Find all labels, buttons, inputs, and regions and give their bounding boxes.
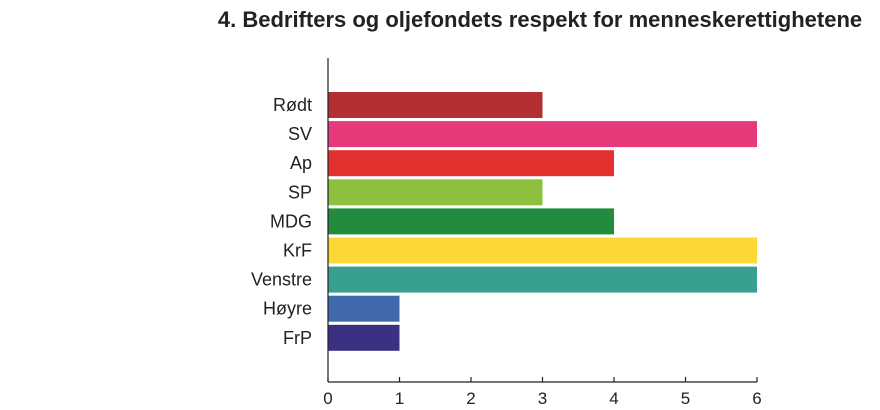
bar-2 <box>328 150 614 177</box>
x-tick-label-0: 0 <box>323 389 332 408</box>
x-tick-label-3: 3 <box>538 389 547 408</box>
x-tick-label-1: 1 <box>395 389 404 408</box>
axes-group: 0 1 2 3 4 5 6 <box>323 58 762 408</box>
category-label-3: SP <box>288 182 312 202</box>
category-label-1: SV <box>288 124 312 144</box>
category-label-8: FrP <box>283 328 312 348</box>
x-tick-label-4: 4 <box>609 389 618 408</box>
category-label-4: MDG <box>270 211 312 231</box>
category-label-7: Høyre <box>263 299 312 319</box>
category-label-0: Rødt <box>273 95 312 115</box>
x-tick-label-2: 2 <box>466 389 475 408</box>
category-label-5: KrF <box>283 241 312 261</box>
bar-6 <box>328 266 757 293</box>
bar-5 <box>328 237 757 264</box>
chart-title: 4. Bedrifters og oljefondets respekt for… <box>218 7 862 32</box>
bars-group <box>328 92 757 351</box>
category-label-2: Ap <box>290 153 312 173</box>
x-tick-label-5: 5 <box>681 389 690 408</box>
bar-0 <box>328 92 543 118</box>
category-labels: Rødt SV Ap SP MDG KrF Venstre Høyre FrP <box>251 95 312 348</box>
bar-4 <box>328 208 614 235</box>
bar-7 <box>328 295 400 322</box>
bar-1 <box>328 121 757 148</box>
x-tick-label-6: 6 <box>752 389 761 408</box>
bar-3 <box>328 179 543 206</box>
category-label-6: Venstre <box>251 270 312 290</box>
bar-8 <box>328 324 400 351</box>
